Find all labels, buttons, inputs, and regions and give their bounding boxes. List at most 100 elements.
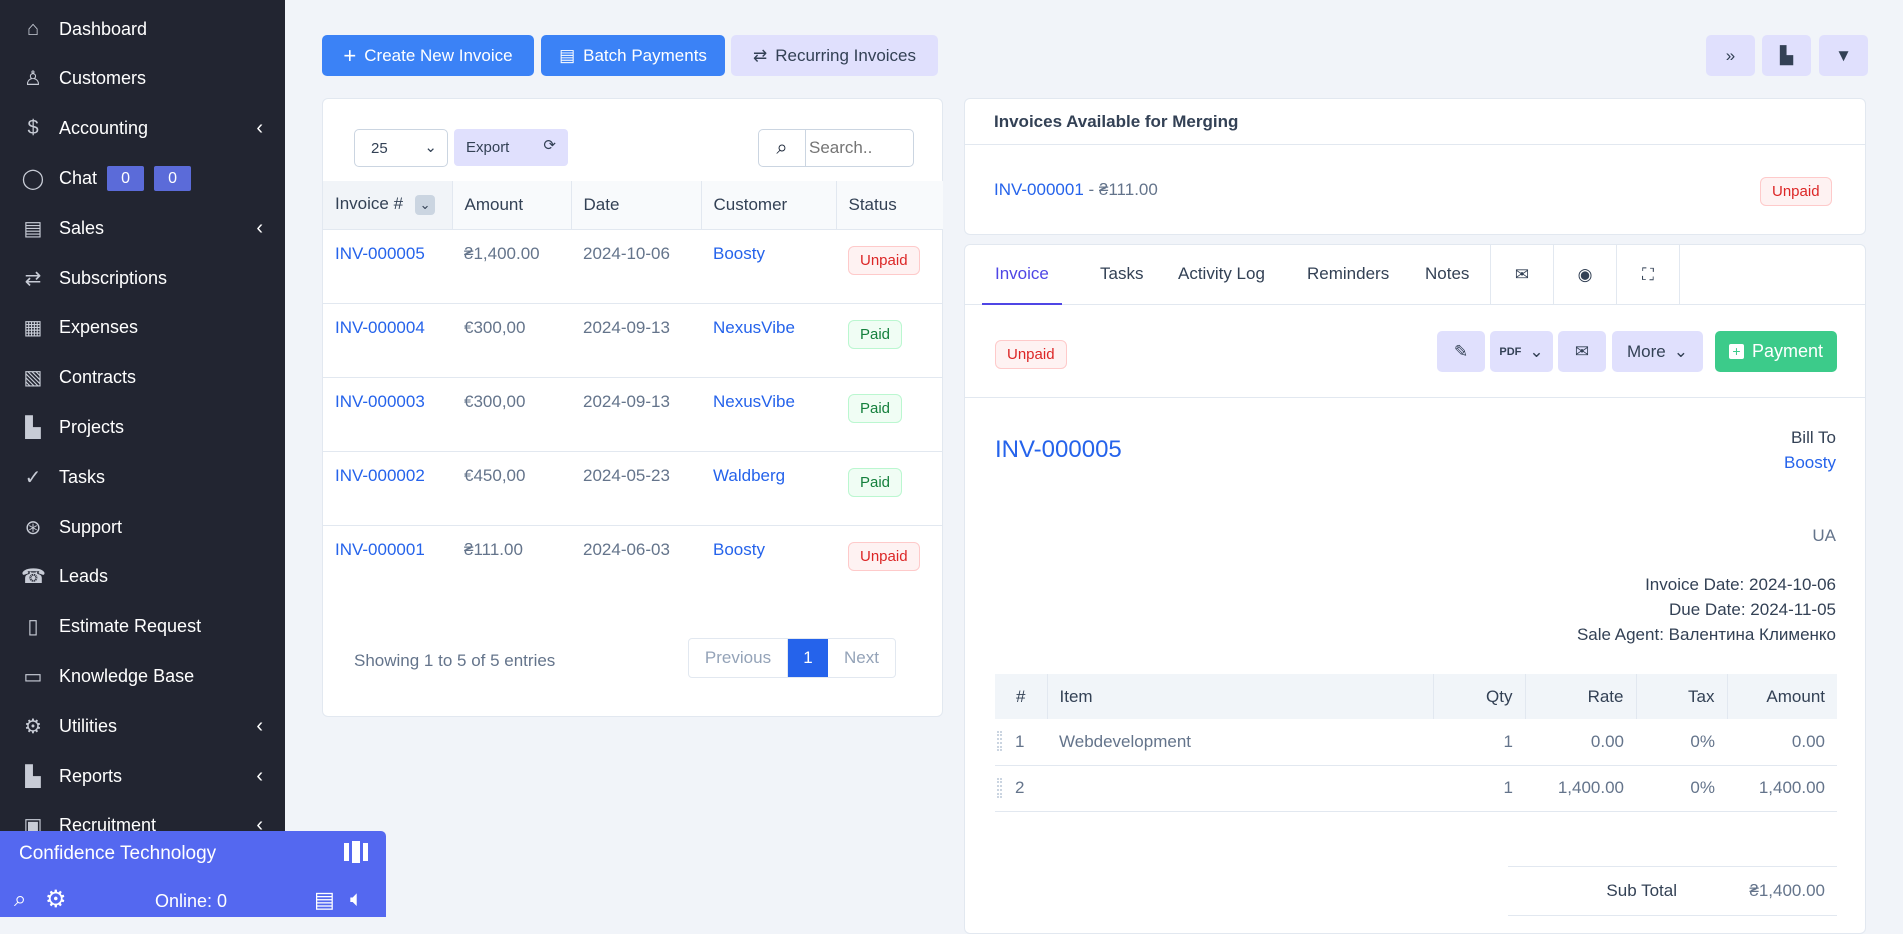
column-header-date[interactable]: Date (571, 181, 702, 229)
invoice-link[interactable]: INV-000004 (335, 317, 425, 337)
export-button[interactable]: Export ⟳ (454, 129, 568, 166)
email-button[interactable]: ✉ (1558, 331, 1606, 372)
column-label: Invoice # (335, 194, 404, 214)
pdf-button[interactable]: PDF ⌄ (1490, 331, 1553, 372)
merge-amount: - ₴111.00 (1083, 180, 1158, 199)
file-icon: ▤ (559, 45, 576, 65)
sidebar-item-label: Sales (59, 217, 105, 238)
page-size-value: 25 (371, 140, 388, 157)
customer-link[interactable]: Waldberg (713, 465, 786, 485)
sidebar-item-leads[interactable]: ☎ Leads (0, 557, 285, 597)
refresh-icon[interactable]: ⟳ (543, 137, 556, 154)
sidebar-item-accounting[interactable]: $ Accounting ‹ (0, 109, 285, 149)
tab-label: Notes (1425, 264, 1470, 283)
filter-button[interactable]: ▼ (1819, 35, 1868, 76)
more-button[interactable]: More ⌄ (1612, 331, 1703, 372)
search-icon[interactable]: ⌕ (14, 886, 27, 911)
table-row[interactable]: INV-000001 ₴111.00 2024-06-03 Boosty Unp… (323, 524, 943, 599)
tab-invoice[interactable]: Invoice (982, 245, 1062, 305)
sound-icon[interactable]: 🔈︎ (350, 886, 364, 911)
sidebar-item-projects[interactable]: ▙ Projects (0, 407, 285, 447)
edit-button[interactable]: ✎ (1437, 331, 1485, 372)
bar-chart-icon: ▙ (1779, 45, 1794, 65)
table-row[interactable]: INV-000002 €450,00 2024-05-23 Waldberg P… (323, 450, 943, 525)
sidebar-item-sales[interactable]: ▤ Sales ‹ (0, 208, 285, 248)
sidebar-item-customers[interactable]: ♙ Customers (0, 59, 285, 99)
invoice-link[interactable]: INV-000001 (335, 539, 425, 559)
sidebar-item-contracts[interactable]: ▧ Contracts (0, 358, 285, 398)
sidebar-item-utilities[interactable]: ⚙ Utilities ‹ (0, 706, 285, 746)
phone-icon: ☎ (21, 566, 46, 589)
lifebuoy-icon: ⊛ (24, 516, 42, 539)
search-group: ⌕ (758, 129, 914, 167)
drag-handle-icon[interactable] (997, 777, 1002, 798)
export-label: Export (466, 139, 510, 156)
create-invoice-button[interactable]: + Create New Invoice (322, 35, 534, 76)
status-badge: Unpaid (995, 340, 1067, 369)
sidebar-item-support[interactable]: ⊛ Support (0, 507, 285, 547)
sidebar-item-dashboard[interactable]: ⌂ Dashboard (0, 9, 285, 49)
item-name: Webdevelopment (1047, 719, 1433, 766)
expand-icon: ⛶ (1642, 265, 1654, 284)
sort-icon[interactable]: ⌄ (415, 195, 436, 216)
batch-payments-label: Batch Payments (583, 45, 707, 65)
tab-notes[interactable]: Notes (1425, 245, 1469, 303)
sidebar-item-estimate-request[interactable]: ▯ Estimate Request (0, 607, 285, 647)
settings-icon[interactable]: ⚙ (45, 886, 67, 913)
merge-invoice-link[interactable]: INV-000001 (994, 180, 1084, 199)
previous-page-button[interactable]: Previous (689, 639, 788, 677)
next-page-button[interactable]: Next (844, 648, 879, 667)
sidebar-item-reports[interactable]: ▙ Reports ‹ (0, 756, 285, 796)
column-header-amount[interactable]: Amount (452, 181, 572, 229)
column-header-invoice[interactable]: Invoice # ⌄ (323, 181, 453, 229)
customer-link[interactable]: NexusVibe (713, 317, 795, 337)
column-header-status[interactable]: Status (836, 181, 943, 229)
table-row[interactable]: INV-000005 ₴1,400.00 2024-10-06 Boosty U… (323, 228, 943, 303)
recurring-invoices-button[interactable]: ⇄ Recurring Invoices (731, 35, 938, 76)
customer-link[interactable]: Boosty (713, 539, 765, 559)
search-input[interactable] (809, 132, 909, 164)
chart-button[interactable]: ▙ (1762, 35, 1811, 76)
payment-button[interactable]: + Payment (1715, 331, 1837, 372)
tab-activity-log[interactable]: Activity Log (1178, 245, 1265, 303)
fullscreen-tab[interactable]: ⛶ (1616, 245, 1680, 305)
sidebar-item-knowledge-base[interactable]: ▭ Knowledge Base (0, 656, 285, 696)
invoice-list-panel: 25 ⌄ Export ⟳ ⌕ Invoice # ⌄ Amount Date Cus… (322, 98, 943, 717)
email-tracking-tab[interactable]: ✉ (1490, 245, 1553, 305)
customer-link[interactable]: NexusVibe (713, 391, 795, 411)
tab-reminders[interactable]: Reminders (1307, 245, 1389, 303)
dollar-icon: $ (27, 117, 39, 140)
date-cell: 2024-09-13 (571, 302, 701, 377)
check-circle-icon: ✓ (24, 466, 42, 489)
invoice-link[interactable]: INV-000005 (335, 243, 425, 263)
tab-tasks[interactable]: Tasks (1100, 245, 1143, 303)
expand-icon[interactable] (344, 841, 368, 863)
column-header-customer[interactable]: Customer (701, 181, 837, 229)
sidebar-item-expenses[interactable]: ▦ Expenses (0, 308, 285, 348)
message-icon[interactable]: ▤ (314, 887, 335, 912)
amount-cell: ₴1,400.00 (452, 228, 571, 303)
batch-payments-button[interactable]: ▤ Batch Payments (541, 35, 725, 76)
customer-link[interactable]: Boosty (713, 243, 765, 263)
page-1-button[interactable]: 1 (788, 639, 828, 677)
sidebar-item-tasks[interactable]: ✓ Tasks (0, 457, 285, 497)
invoice-link[interactable]: INV-000002 (335, 465, 425, 485)
sidebar-item-label: Contracts (59, 367, 137, 388)
table-row[interactable]: INV-000004 €300,00 2024-09-13 NexusVibe … (323, 302, 943, 377)
eye-icon: ◉ (1577, 265, 1593, 284)
customer-link[interactable]: Boosty (1784, 453, 1836, 472)
sidebar-item-subscriptions[interactable]: ⇄ Subscriptions (0, 258, 285, 298)
view-tab[interactable]: ◉ (1553, 245, 1616, 305)
table-row[interactable]: INV-000003 €300,00 2024-09-13 NexusVibe … (323, 376, 943, 451)
chat-widget[interactable]: Confidence Technology ⌕ ⚙ Online: 0 ▤ 🔈︎ (0, 831, 386, 917)
contract-icon: ▧ (23, 367, 43, 390)
page-size-select[interactable]: 25 ⌄ (354, 129, 448, 167)
sidebar-item-chat[interactable]: ◯ Chat 0 0 (0, 158, 285, 198)
merge-panel: Invoices Available for Merging INV-00000… (964, 98, 1866, 235)
drag-handle-icon[interactable] (997, 731, 1002, 751)
status-badge: Paid (848, 467, 903, 497)
date-cell: 2024-05-23 (571, 450, 701, 525)
invoice-link[interactable]: INV-000003 (335, 391, 425, 411)
expand-panel-button[interactable]: » (1706, 35, 1755, 76)
search-icon[interactable]: ⌕ (759, 130, 806, 166)
